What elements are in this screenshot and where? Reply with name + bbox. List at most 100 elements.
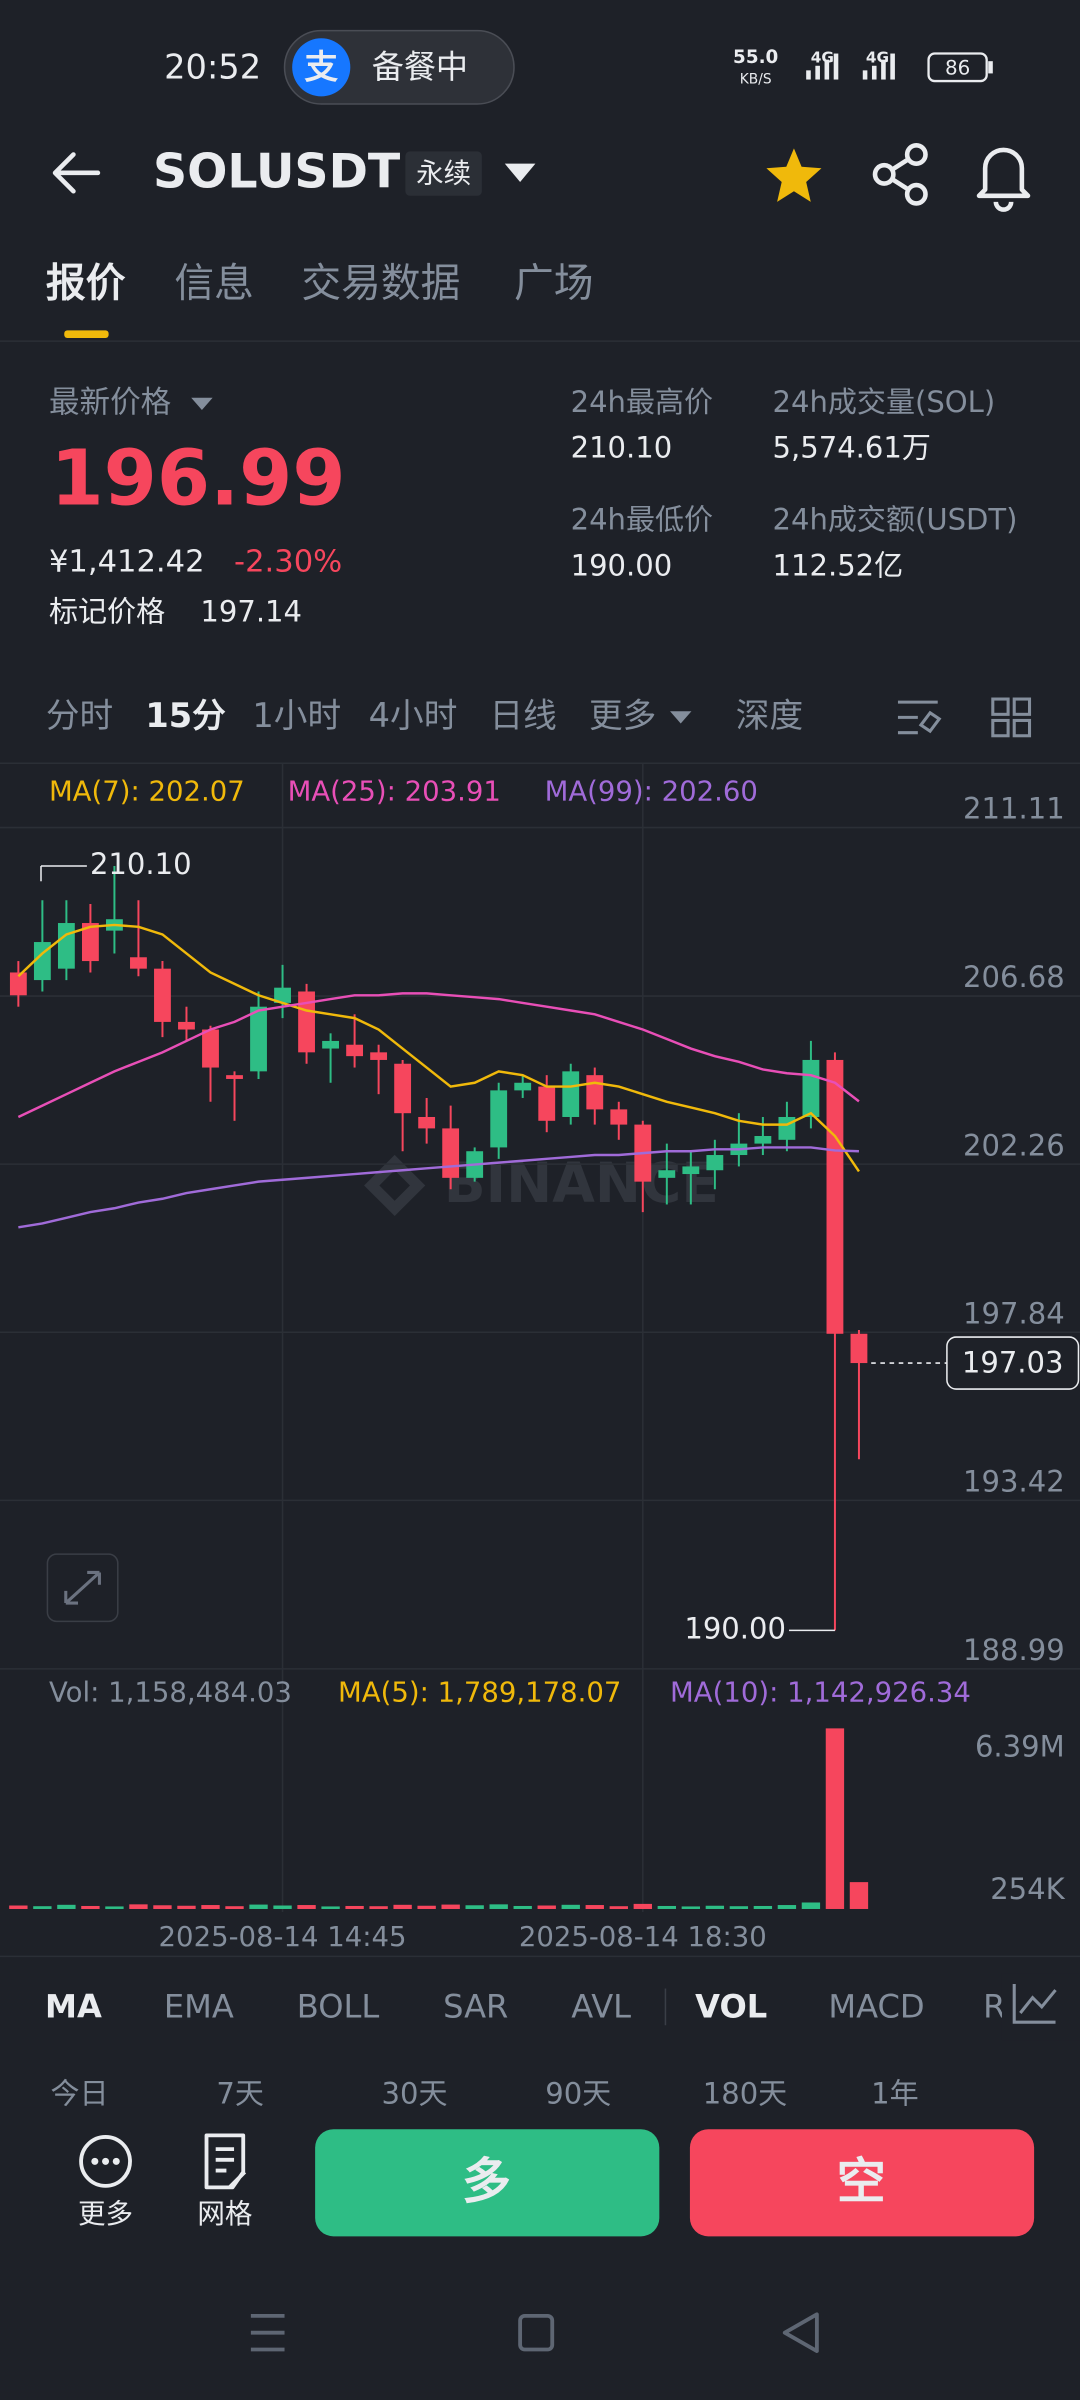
volume-bar (57, 1904, 76, 1909)
volume-bar (585, 1905, 604, 1909)
stat-label: 24h成交量(SOL) (773, 385, 996, 419)
stat-label: 24h最低价 (571, 503, 714, 537)
tab[interactable]: 信息 (174, 261, 254, 307)
fullscreen-button[interactable] (46, 1553, 119, 1623)
indicator-tab[interactable]: MACD (828, 1987, 924, 2025)
layout-toggle[interactable] (991, 697, 1032, 738)
indicator-bar: MA EMA BOLL SAR AVL VOL MACD R (45, 1987, 1005, 2025)
long-button[interactable] (315, 2129, 660, 2237)
volume-bar (249, 1904, 268, 1909)
candle-body (226, 1075, 243, 1079)
indicator-tab[interactable]: BOLL (297, 1987, 380, 2025)
interval[interactable]: 4小时 (369, 696, 458, 735)
candle-body (81, 923, 99, 962)
x-tick-label: 2025-08-14 14:45 (159, 1921, 407, 1953)
volume-bar (681, 1906, 701, 1909)
watermark-text: BINANCE (444, 1151, 719, 1215)
stat-value: 112.52亿 (773, 548, 904, 582)
indicator-tab[interactable]: VOL (695, 1987, 767, 2025)
last-price-label[interactable]: 最新价格 (49, 385, 171, 420)
indicator-tab[interactable]: AVL (571, 1987, 631, 2025)
tab[interactable]: 报价 (46, 261, 126, 307)
candle-body (658, 1170, 676, 1178)
volume-bar (297, 1905, 316, 1909)
candle-body (274, 987, 291, 1003)
volume-bar (321, 1906, 340, 1909)
legend-entry: MA(99): 202.60 (545, 775, 758, 807)
pay-icon (292, 38, 351, 97)
y-tick-label: 6.39M (975, 1730, 1065, 1764)
share-button[interactable] (872, 143, 928, 206)
interval[interactable]: 更多 (589, 696, 656, 735)
more-label[interactable]: 更多 (78, 2198, 133, 2230)
candle-body (322, 1040, 339, 1049)
candle-body (562, 1071, 580, 1117)
indicator-tab[interactable]: R (983, 1987, 1005, 2025)
legend-entry: MA(5): 1,789,178.07 (338, 1676, 621, 1708)
chart-settings[interactable] (897, 700, 942, 735)
legend-entry: MA(10): 1,142,926.34 (670, 1676, 971, 1708)
interval[interactable]: 日线 (490, 696, 557, 735)
period-tab[interactable]: 7天 (216, 2077, 264, 2111)
interval[interactable]: 深度 (736, 696, 803, 735)
back-button[interactable] (52, 152, 101, 194)
tab[interactable]: 交易数据 (301, 261, 460, 307)
net-speed: 55.0 (733, 47, 778, 68)
tab[interactable]: 广场 (514, 261, 594, 307)
grid-label[interactable]: 网格 (197, 2198, 252, 2230)
nav-menu[interactable] (250, 2313, 285, 2352)
nav-back[interactable] (782, 2312, 819, 2353)
candle-body (514, 1082, 532, 1091)
period-tab[interactable]: 180天 (703, 2077, 788, 2111)
symbol-dropdown[interactable] (504, 163, 536, 183)
interval[interactable]: 15分 (145, 696, 226, 735)
ma-line (18, 1146, 859, 1229)
volume-bar (825, 1728, 845, 1909)
contract-tag: 永续 (416, 157, 471, 189)
interval[interactable]: 1小时 (252, 696, 341, 735)
indicator-settings[interactable] (1012, 1983, 1057, 2024)
more-dropdown[interactable] (670, 711, 692, 724)
net-unit: KB/S (740, 72, 772, 88)
period-tab[interactable]: 30天 (382, 2077, 448, 2111)
candle-body (298, 991, 315, 1053)
candle-body (154, 968, 171, 1022)
volume-bar (129, 1904, 148, 1909)
volume-bar (369, 1906, 388, 1909)
battery-tip (988, 61, 993, 74)
volume-bar (489, 1904, 508, 1909)
interval[interactable]: 分时 (46, 696, 113, 735)
grid-icon[interactable] (204, 2133, 247, 2190)
stat-label: 24h成交额(USDT) (773, 503, 1018, 537)
more-icon[interactable] (79, 2134, 132, 2188)
short-label[interactable]: 空 (837, 2153, 886, 2210)
volume-bar (609, 1906, 628, 1909)
volume-title: Vol: 1,158,484.03 (49, 1676, 292, 1708)
stat-value: 190.00 (571, 548, 673, 582)
period-tab[interactable]: 1年 (871, 2077, 919, 2111)
short-button[interactable] (689, 2129, 1035, 2237)
volume-bar (777, 1905, 797, 1909)
alert-bell[interactable] (976, 147, 1031, 212)
battery (927, 52, 988, 83)
charts: 2025-08-14 14:45 2025-08-14 18:30 211.11 20… (0, 763, 1080, 1953)
indicator-tab[interactable]: SAR (443, 1987, 508, 2025)
clock: 20:52 (164, 47, 261, 86)
y-tick-label: 193.42 (963, 1465, 1065, 1499)
candle-body (778, 1116, 796, 1140)
symbol[interactable]: SOLUSDT (153, 144, 401, 199)
nav-home[interactable] (518, 2313, 555, 2352)
mark-price-label: 标记价格 (49, 594, 165, 628)
period-tab[interactable]: 今日 (50, 2077, 108, 2111)
volume-bar (465, 1905, 484, 1909)
period-tab[interactable]: 90天 (545, 2077, 611, 2111)
long-label[interactable]: 多 (462, 2153, 511, 2210)
signal-icons (806, 53, 895, 80)
candle-body (394, 1063, 412, 1114)
price-type-dropdown[interactable] (191, 397, 213, 410)
indicator-tab[interactable]: MA (45, 1987, 102, 2025)
indicator-tab[interactable]: EMA (164, 1987, 234, 2025)
favorite-star[interactable] (766, 148, 822, 202)
cny-price: ¥1,412.42 (49, 544, 205, 579)
